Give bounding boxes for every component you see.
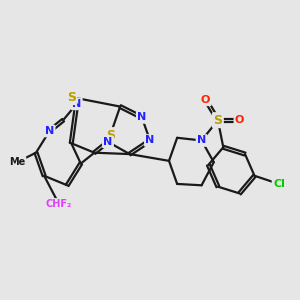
Text: O: O (201, 95, 210, 105)
Text: O: O (235, 115, 244, 125)
Text: S: S (106, 129, 115, 142)
Text: N: N (72, 99, 81, 109)
Text: N: N (146, 136, 154, 146)
Text: N: N (197, 136, 206, 146)
Text: Cl: Cl (273, 179, 285, 189)
Text: N: N (137, 112, 146, 122)
Text: S: S (213, 114, 222, 127)
Text: S: S (67, 91, 76, 103)
Text: Me: Me (9, 157, 25, 167)
Text: N: N (103, 137, 112, 147)
Text: N: N (45, 126, 54, 136)
Text: CHF₂: CHF₂ (46, 199, 72, 209)
